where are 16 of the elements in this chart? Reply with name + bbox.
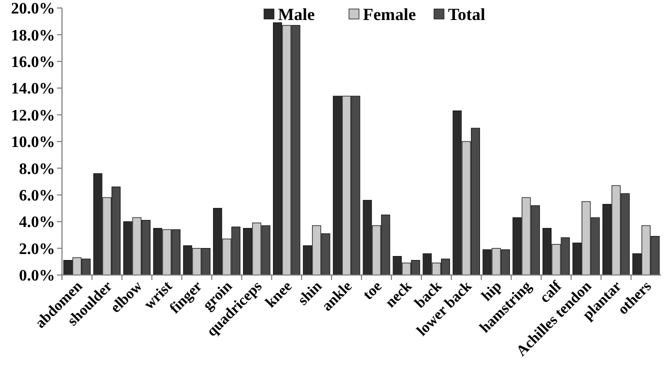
y-tick-label: 2.0%	[19, 240, 55, 258]
y-tick-label: 20.0%	[11, 0, 55, 18]
y-tick-label: 6.0%	[19, 188, 55, 204]
y-tick-label: 10.0%	[11, 134, 55, 152]
y-tick-label: 18.0%	[11, 27, 55, 44]
y-tick-label: 8.0%	[19, 160, 55, 178]
x-tick-label: knee	[262, 278, 296, 312]
y-tick-label: 4.0%	[19, 214, 55, 232]
y-tick-label: 14.0%	[11, 80, 55, 98]
y-tick-label: 12.0%	[11, 107, 55, 124]
legend-label: Male	[278, 4, 316, 24]
y-tick-label: 0.0%	[19, 268, 55, 285]
x-tick-label: toe	[360, 278, 386, 304]
y-tick-label: 16.0%	[11, 54, 55, 71]
legend-label: Female	[363, 4, 416, 24]
legend-label: Total	[448, 4, 486, 24]
